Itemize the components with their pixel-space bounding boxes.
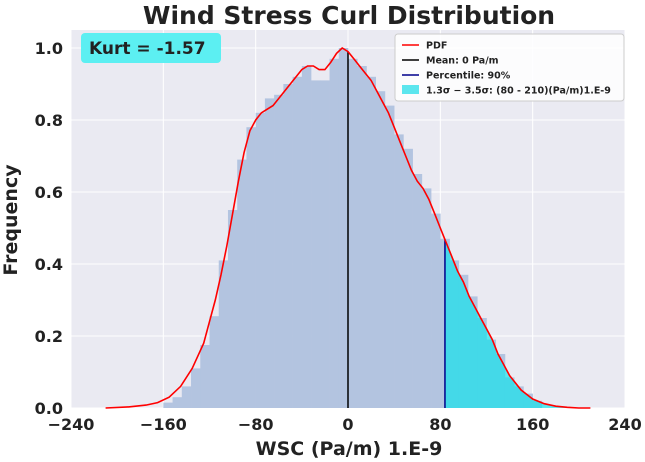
kurtosis-annotation: Kurt = -1.57 (81, 33, 221, 63)
y-tick-label: 0.0 (35, 399, 63, 418)
histogram-bar (246, 127, 256, 408)
histogram-bar (163, 402, 173, 408)
shaded-region (444, 239, 591, 408)
legend-label: Mean: 0 Pa/m (426, 56, 499, 67)
x-tick-label: 240 (608, 415, 641, 434)
x-axis-label: WSC (Pa/m) 1.E-9 (256, 438, 443, 460)
legend-label: Percentile: 90% (426, 71, 511, 82)
histogram-bar (348, 58, 358, 409)
annotation-box (81, 33, 221, 63)
x-tick-label: 160 (516, 415, 549, 434)
pdf-curve (105, 46, 591, 409)
histogram-bar (255, 112, 266, 409)
histogram-bar (329, 58, 340, 409)
histogram-bar (227, 210, 238, 408)
histogram-bar (209, 316, 220, 408)
histogram-bar (338, 48, 349, 408)
histogram-bar (403, 148, 413, 409)
histogram-bar (412, 174, 423, 408)
y-tick-label: 0.6 (35, 183, 63, 202)
x-tick-label: −80 (238, 415, 274, 434)
y-axis-label: Frequency (0, 164, 22, 276)
x-tick-label: −240 (48, 415, 95, 434)
histogram-bar (311, 80, 321, 409)
y-tick-label: 0.2 (35, 327, 63, 346)
y-tick-label: 0.4 (35, 255, 63, 274)
histogram-bar (237, 159, 247, 408)
chart-title: Wind Stress Curl Distribution (143, 1, 555, 30)
histogram-bar (431, 213, 441, 408)
x-axis-ticks: −240 −160 −80 0 80 160 240 (48, 415, 642, 434)
x-tick-label: −160 (140, 415, 187, 434)
histogram-bar (421, 188, 432, 408)
histogram-bar (191, 368, 201, 408)
legend-patch-swatch (402, 85, 419, 94)
x-tick-label: 80 (429, 415, 451, 434)
y-tick-label: 0.8 (35, 111, 63, 130)
y-tick-label: 1.0 (35, 39, 63, 58)
legend: PDF Mean: 0 Pa/m Percentile: 90% 1.3σ − 3.5… (394, 33, 625, 102)
y-axis-ticks: 0.0 0.2 0.4 0.6 0.8 1.0 (35, 39, 63, 418)
histogram-bar (181, 386, 192, 408)
annotation-text: Kurt = -1.57 (89, 39, 206, 59)
histogram-bar (375, 91, 386, 408)
histogram-bar (264, 98, 275, 409)
histogram-bar (384, 105, 395, 408)
legend-label: 1.3σ − 3.5σ: (80 - 210)(Pa/m)1.E-9 (426, 86, 611, 97)
x-tick-label: 0 (342, 415, 353, 434)
histogram-bar (357, 66, 367, 408)
histogram-bar (320, 80, 330, 409)
histogram-bar (172, 397, 183, 408)
histogram-bar (218, 260, 229, 408)
histogram-bar (366, 76, 376, 409)
histogram-bar (283, 84, 293, 408)
histogram-bar (292, 76, 303, 409)
histogram-bar (274, 94, 284, 409)
histogram-bar (301, 66, 312, 408)
legend-label: PDF (426, 41, 447, 52)
histogram-bar (394, 134, 404, 408)
histogram-bar (200, 345, 210, 408)
legend-box (394, 33, 625, 102)
